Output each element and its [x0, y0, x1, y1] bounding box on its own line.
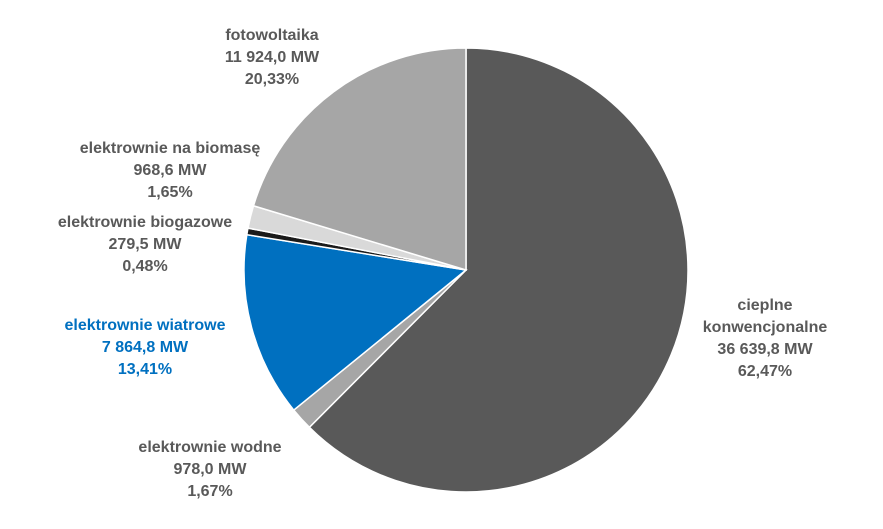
value-label: 1,65%	[147, 184, 193, 201]
pie-slice	[308, 47, 689, 493]
value-label: 20,33%	[244, 71, 300, 88]
capacity-label: 968,6 MW	[133, 162, 207, 179]
pie-slice	[243, 233, 468, 412]
slice-label: elektrownie na biomasę 968,6 MW 1,65%	[40, 138, 300, 204]
value-label: 62,47%	[737, 363, 793, 380]
slice-label: elektrownie wiatrowe 7 864,8 MW 13,41%	[20, 315, 270, 381]
capacity-label: 36 639,8 MW	[717, 341, 813, 358]
category-label: elektrownie wiatrowe	[64, 317, 226, 334]
category-label: elektrownie biogazowe	[57, 214, 233, 231]
category-label: cieplne konwencjonalne	[702, 297, 828, 336]
capacity-label: 279,5 MW	[108, 236, 182, 253]
slice-label: elektrownie biogazowe 279,5 MW 0,48%	[20, 212, 270, 278]
category-label: elektrownie wodne	[138, 439, 282, 456]
value-label: 0,48%	[122, 258, 168, 275]
slice-label: cieplne konwencjonalne 36 639,8 MW 62,47%	[700, 295, 830, 383]
capacity-label: 11 924,0 MW	[224, 49, 320, 66]
capacity-label: 978,0 MW	[173, 461, 247, 478]
category-label: elektrownie na biomasę	[79, 140, 261, 157]
slice-label: elektrownie wodne 978,0 MW 1,67%	[85, 437, 335, 503]
value-label: 1,67%	[187, 483, 233, 500]
slice-label: fotowoltaika 11 924,0 MW 20,33%	[172, 25, 372, 91]
category-label: fotowoltaika	[225, 27, 319, 44]
capacity-label: 7 864,8 MW	[101, 339, 189, 356]
pie-slice	[252, 47, 467, 272]
value-label: 13,41%	[117, 361, 173, 378]
